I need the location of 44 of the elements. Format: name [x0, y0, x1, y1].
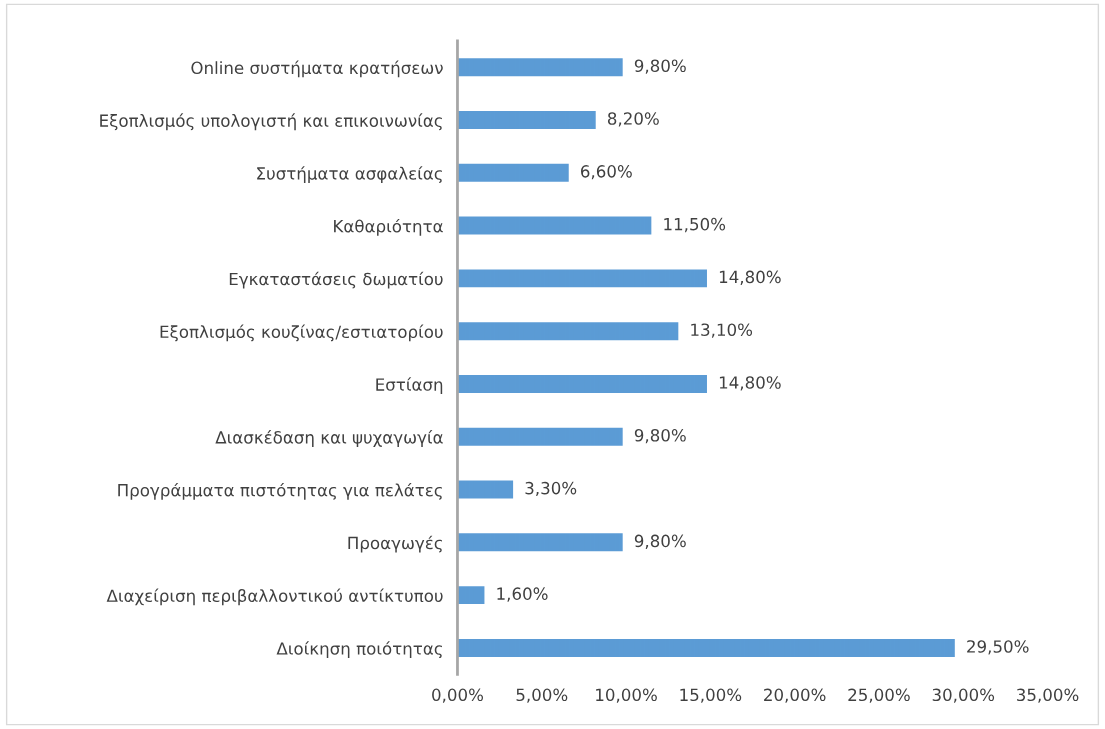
bar: [457, 480, 514, 499]
bar: [457, 111, 596, 129]
data-label: 6,60%: [581, 165, 632, 180]
x-tick-label: 15,00%: [680, 688, 742, 703]
y-tick-label: Διαχείριση περιβαλλοντικού αντίκτυπου: [106, 588, 443, 606]
bar: [457, 427, 623, 446]
x-tick-label: 30,00%: [932, 688, 995, 703]
data-label: 9,80%: [634, 534, 686, 549]
bar: [457, 322, 679, 341]
x-tick-label: 35,00%: [1017, 688, 1079, 703]
y-tick-label: Εξοπλισμός κουζίνας/εστιατορίου: [160, 324, 443, 342]
data-label: 29,50%: [967, 640, 1029, 655]
bar: [457, 163, 569, 182]
bar: [457, 58, 623, 77]
x-tick-label: 20,00%: [764, 688, 826, 703]
data-label: 11,50%: [664, 217, 726, 233]
x-tick-label: 0,00%: [432, 688, 484, 703]
x-tick-label: 25,00%: [848, 688, 910, 703]
data-label: 13,10%: [691, 323, 753, 338]
y-tick-label: Προαγωγές: [348, 535, 442, 553]
y-tick-label: Εξοπλισμός υπολογιστή και επικοινωνίας: [100, 113, 442, 131]
data-label: 14,80%: [719, 376, 781, 391]
y-tick-label: Online συστήματα κρατήσεων: [191, 60, 443, 78]
y-tick-label: Καθαριότητα: [334, 218, 443, 236]
y-tick-label: Συστήματα ασφαλείας: [257, 166, 442, 183]
y-tick-label: Διοίκηση ποιότητας: [276, 641, 442, 659]
y-tick-label: Προγράμματα πιστότητας για πελάτες: [118, 482, 442, 500]
bar: [457, 586, 485, 605]
y-tick-label: Εγκαταστάσεις δωματίου: [229, 271, 443, 289]
bar: [457, 638, 955, 657]
bar: [457, 216, 652, 235]
data-label: 1,60%: [497, 587, 548, 602]
x-tick-label: 5,00%: [516, 688, 568, 703]
y-tick-label: Διασκέδαση και ψυχαγωγία: [215, 430, 443, 447]
x-tick-label: 10,00%: [596, 688, 657, 703]
bar: [457, 269, 707, 288]
y-tick-label: Εστίαση: [376, 377, 443, 395]
data-label: 9,80%: [634, 428, 686, 444]
data-label: 14,80%: [719, 270, 781, 285]
data-label: 3,30%: [525, 481, 577, 497]
data-label: 9,80%: [634, 59, 686, 74]
data-label: 8,20%: [607, 112, 659, 127]
bar: [457, 533, 623, 552]
bar: [457, 375, 707, 393]
